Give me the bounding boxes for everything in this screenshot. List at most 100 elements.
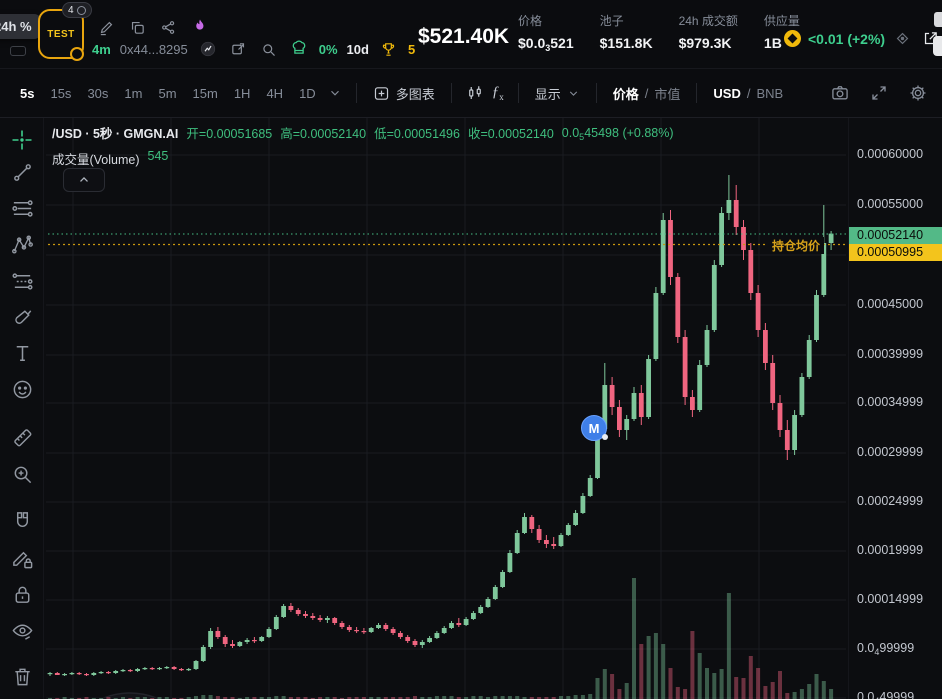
horizontal-lines-icon xyxy=(11,199,33,217)
tooltip-24h-percent[interactable]: 24h % xyxy=(0,14,42,39)
text-tool[interactable] xyxy=(8,339,36,367)
divider xyxy=(595,83,597,103)
settings-button[interactable] xyxy=(906,81,930,105)
plus-square-icon xyxy=(374,86,388,100)
stat-volume-label: 24h 成交额 xyxy=(678,14,738,28)
fee-cluster: <0.01 (+2%) xyxy=(784,28,941,49)
audit-percent: 0% xyxy=(318,41,338,57)
drawing-lock-tool[interactable] xyxy=(8,544,36,572)
magnet-tool[interactable] xyxy=(8,507,36,535)
xabcd-pattern-icon xyxy=(11,234,33,254)
brush-tool[interactable] xyxy=(8,303,36,331)
price-mcap-toggle[interactable]: 价格 / 市值 xyxy=(609,80,685,107)
stat-pool-label: 池子 xyxy=(599,14,624,28)
horizontal-lines-tool[interactable] xyxy=(8,194,36,222)
cut-off-icon xyxy=(10,46,26,56)
zoom-in-tool[interactable] xyxy=(8,460,36,488)
cut-off-button[interactable] xyxy=(933,36,942,56)
expand-icon xyxy=(872,86,886,100)
token-address[interactable]: 0x44...8295 xyxy=(119,41,188,57)
chevron-down-icon xyxy=(330,90,339,96)
cut-off-button[interactable] xyxy=(934,12,942,27)
stat-supply: 供应量 1B xyxy=(764,12,800,51)
trend-line-tool[interactable] xyxy=(8,158,36,186)
trophy-icon[interactable] xyxy=(378,39,399,60)
header: 24h % TEST 4 4m 0x44...8295 xyxy=(0,0,942,68)
currency-toggle[interactable]: USD / BNB xyxy=(709,82,787,105)
avg-position-price-label[interactable]: 持仓均价 xyxy=(768,236,825,254)
multi-chart-button[interactable]: 多图表 xyxy=(369,80,439,107)
trash-icon xyxy=(14,668,30,685)
timeframe-30s[interactable]: 30s xyxy=(81,82,114,105)
measure-tool[interactable] xyxy=(8,423,36,451)
mcap-mode-label: 市值 xyxy=(654,86,681,102)
flame-icon xyxy=(189,16,211,38)
diamond-eye-icon[interactable] xyxy=(892,28,913,49)
axis-price-label: 0.00029999 xyxy=(857,445,924,459)
chart-legend: /USD · 5秒 · GMGN.AI 开=0.00051685 高=0.0005… xyxy=(52,123,674,142)
timeframe-1m[interactable]: 1m xyxy=(118,82,148,105)
long-position-tool[interactable] xyxy=(8,267,36,295)
search-icon[interactable] xyxy=(258,39,279,60)
axis-price-label: 0.0499999 xyxy=(857,641,915,657)
candle-style-button[interactable] xyxy=(464,82,486,104)
token-badge-count: 4 xyxy=(68,4,74,16)
indicators-button[interactable]: ƒx xyxy=(490,82,506,104)
timeframe-5m[interactable]: 5m xyxy=(152,82,182,105)
display-dropdown[interactable]: 显示 xyxy=(531,80,584,107)
price-axis[interactable]: 0.00052140 0.00050995 0.00060000 0.000550… xyxy=(848,118,942,699)
timeframe-1H[interactable]: 1H xyxy=(228,82,257,105)
price-mode-label: 价格 xyxy=(612,86,639,102)
token-badge[interactable]: 4 xyxy=(62,2,92,18)
lock-all-tool[interactable] xyxy=(8,580,36,608)
stat-volume24h: 24h 成交额 $979.3K xyxy=(679,12,738,51)
lock-icon xyxy=(15,586,29,603)
copy-button[interactable] xyxy=(127,17,148,38)
avg-price-badge: 0.00050995 xyxy=(849,244,942,261)
pencil-icon xyxy=(100,21,113,35)
volume-label: 成交量(Volume) xyxy=(52,153,140,167)
gear-icon xyxy=(910,85,926,101)
emoji-tool[interactable] xyxy=(8,375,36,403)
fullscreen-button[interactable] xyxy=(868,82,890,104)
timeframe-group: 5s 15s 30s 1m 5m 15m 1H 4H 1D xyxy=(14,82,322,105)
chevron-down-icon xyxy=(569,90,577,96)
volume-value: 545 xyxy=(147,149,169,163)
token-stats: 价格 $0.03521 池子 $151.8K 24h 成交额 $979.3K 供… xyxy=(518,12,800,53)
share-button[interactable] xyxy=(158,17,179,38)
magnet-icon xyxy=(16,511,28,527)
timeframe-dropdown-button[interactable] xyxy=(326,84,344,102)
timeframe-5s[interactable]: 5s xyxy=(14,82,40,105)
fee-value: <0.01 (+2%) xyxy=(808,30,886,47)
stats-icon[interactable] xyxy=(197,38,219,60)
market-cap-value: $521.40K xyxy=(418,25,510,48)
multi-chart-label: 多图表 xyxy=(395,86,435,102)
ohlc-segment: 开=0.00051685 xyxy=(186,127,273,141)
trend-line-icon xyxy=(13,163,31,181)
collapse-legend-button[interactable] xyxy=(63,168,105,192)
hide-drawings-tool[interactable] xyxy=(8,617,36,645)
candlestick-chart[interactable] xyxy=(0,118,942,699)
timeframe-15m[interactable]: 15m xyxy=(187,82,224,105)
axis-price-label: 0.00019999 xyxy=(857,543,924,557)
screenshot-button[interactable] xyxy=(828,81,852,105)
export-icon[interactable] xyxy=(228,39,249,60)
currency-label: USD xyxy=(713,85,741,101)
trade-marker[interactable]: M xyxy=(581,415,608,441)
stat-volume-value: $979.3K xyxy=(678,35,732,51)
xabcd-pattern-tool[interactable] xyxy=(8,230,36,258)
drawing-toolbar xyxy=(0,118,44,699)
crosshair-tool[interactable] xyxy=(8,126,36,154)
remove-drawings-tool[interactable] xyxy=(8,662,36,690)
axis-price-label: 0.00060000 xyxy=(857,147,924,161)
ohlc-segment: 低=0.00051496 xyxy=(374,127,460,141)
ohlc-segment: 收=0.00052140 xyxy=(467,127,554,141)
timeframe-4H[interactable]: 4H xyxy=(260,82,289,105)
token-sub-badge-icon xyxy=(70,47,84,61)
timeframe-15s[interactable]: 15s xyxy=(44,82,77,105)
divider xyxy=(450,83,452,103)
timeframe-1D[interactable]: 1D xyxy=(293,82,322,105)
edit-button[interactable] xyxy=(96,17,117,38)
trophy-count: 5 xyxy=(407,41,416,57)
